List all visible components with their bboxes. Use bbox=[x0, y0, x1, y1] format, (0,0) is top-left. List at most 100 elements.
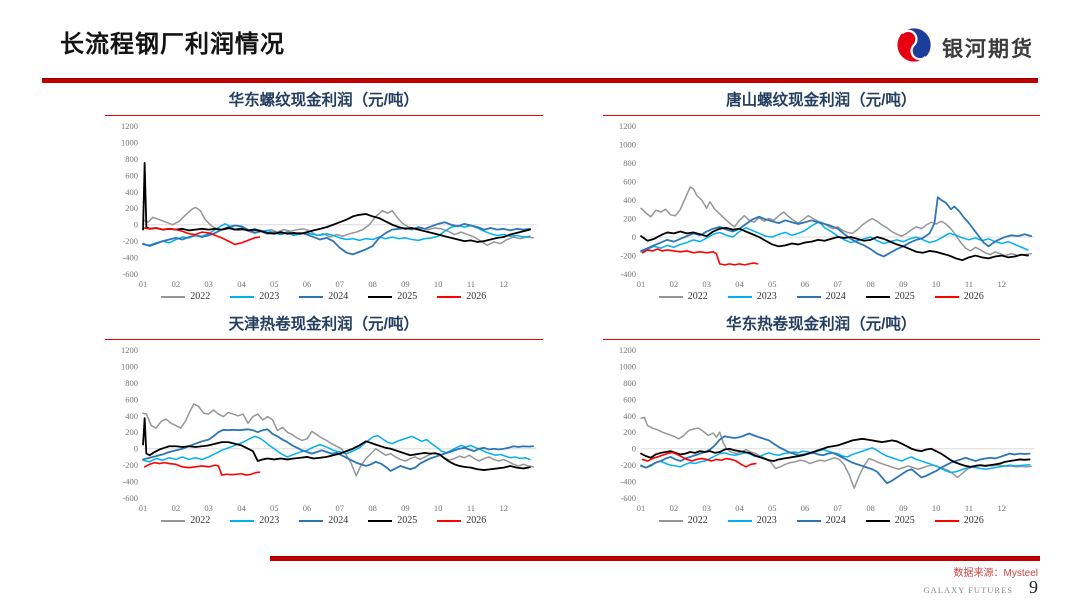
legend-item-2023: 2023 bbox=[727, 515, 777, 526]
legend-line-swatch bbox=[934, 519, 959, 522]
legend-line-swatch bbox=[658, 295, 683, 298]
svg-text:07: 07 bbox=[336, 279, 345, 289]
chart-title: 华东螺纹现金利润（元/吨） bbox=[105, 88, 543, 116]
svg-text:200: 200 bbox=[623, 214, 636, 224]
svg-text:05: 05 bbox=[270, 503, 279, 513]
chart-title: 天津热卷现金利润（元/吨） bbox=[105, 312, 543, 340]
legend-item-2022: 2022 bbox=[658, 291, 708, 302]
svg-text:600: 600 bbox=[623, 176, 636, 186]
svg-text:11: 11 bbox=[467, 503, 475, 513]
legend-item-2025: 2025 bbox=[368, 291, 417, 302]
svg-text:0: 0 bbox=[134, 220, 138, 230]
svg-text:10: 10 bbox=[931, 279, 940, 289]
legend-line-swatch bbox=[299, 295, 324, 298]
svg-text:05: 05 bbox=[767, 279, 776, 289]
chart-east-rebar: 华东螺纹现金利润（元/吨） 1200 1000 800 600 400 200 0 -200 -… bbox=[105, 88, 543, 302]
svg-text:800: 800 bbox=[125, 154, 138, 164]
svg-text:800: 800 bbox=[623, 378, 636, 388]
svg-text:02: 02 bbox=[669, 503, 678, 513]
svg-text:400: 400 bbox=[125, 187, 138, 197]
legend-line-swatch bbox=[796, 519, 821, 522]
svg-text:800: 800 bbox=[623, 158, 636, 168]
svg-text:1000: 1000 bbox=[121, 361, 138, 371]
svg-text:11: 11 bbox=[964, 279, 972, 289]
footer-brand-row: GALAXY FUTURES 9 bbox=[924, 577, 1038, 598]
svg-text:04: 04 bbox=[237, 279, 246, 289]
svg-text:09: 09 bbox=[401, 503, 410, 513]
svg-text:08: 08 bbox=[368, 503, 377, 513]
legend-line-swatch bbox=[437, 295, 462, 298]
svg-text:02: 02 bbox=[172, 503, 181, 513]
svg-text:06: 06 bbox=[303, 503, 312, 513]
legend-item-2023: 2023 bbox=[727, 291, 777, 302]
legend-line-swatch bbox=[161, 519, 186, 522]
legend-line-swatch bbox=[437, 519, 462, 522]
svg-text:800: 800 bbox=[125, 378, 138, 388]
svg-text:-400: -400 bbox=[122, 253, 138, 263]
legend-item-2025: 2025 bbox=[368, 515, 417, 526]
svg-text:-200: -200 bbox=[122, 460, 138, 470]
header-rule bbox=[42, 78, 1038, 83]
svg-text:07: 07 bbox=[833, 279, 842, 289]
svg-text:01: 01 bbox=[636, 279, 645, 289]
page-title: 长流程钢厂利润情况 bbox=[60, 31, 285, 58]
svg-text:1200: 1200 bbox=[619, 345, 636, 355]
chart-legend: 2022 2023 2024 2025 2026 bbox=[603, 515, 1041, 526]
svg-text:01: 01 bbox=[139, 279, 148, 289]
svg-text:1000: 1000 bbox=[619, 139, 636, 149]
legend-item-2025: 2025 bbox=[865, 291, 915, 302]
svg-text:400: 400 bbox=[623, 195, 636, 205]
legend-item-2023: 2023 bbox=[230, 515, 279, 526]
chart-east-hrc: 华东热卷现金利润（元/吨） 1200 1000 800 600 400 200 0 -200 -… bbox=[602, 312, 1041, 526]
svg-text:-400: -400 bbox=[122, 477, 138, 487]
legend-item-2024: 2024 bbox=[796, 291, 846, 302]
legend-item-2026: 2026 bbox=[934, 515, 984, 526]
svg-text:01: 01 bbox=[636, 503, 645, 513]
svg-text:06: 06 bbox=[800, 503, 809, 513]
svg-text:-400: -400 bbox=[620, 269, 636, 279]
legend-line-swatch bbox=[796, 295, 821, 298]
svg-text:03: 03 bbox=[702, 279, 711, 289]
svg-text:05: 05 bbox=[767, 503, 776, 513]
svg-text:02: 02 bbox=[172, 279, 181, 289]
legend-item-2022: 2022 bbox=[658, 515, 708, 526]
svg-text:1200: 1200 bbox=[121, 345, 138, 355]
svg-text:07: 07 bbox=[833, 503, 842, 513]
legend-line-swatch bbox=[230, 295, 255, 298]
svg-text:-200: -200 bbox=[122, 236, 138, 246]
logo-text: 银河期货 bbox=[942, 37, 1034, 61]
svg-text:400: 400 bbox=[125, 411, 138, 421]
svg-text:10: 10 bbox=[434, 279, 443, 289]
legend-line-swatch bbox=[368, 519, 393, 522]
svg-text:11: 11 bbox=[964, 503, 972, 513]
svg-text:08: 08 bbox=[866, 503, 875, 513]
svg-text:-600: -600 bbox=[122, 493, 138, 503]
legend-line-swatch bbox=[727, 519, 752, 522]
legend-line-swatch bbox=[865, 519, 890, 522]
svg-text:400: 400 bbox=[623, 411, 636, 421]
legend-line-swatch bbox=[727, 295, 752, 298]
svg-text:03: 03 bbox=[702, 503, 711, 513]
svg-text:05: 05 bbox=[270, 279, 279, 289]
chart-tangshan-rebar: 唐山螺纹现金利润（元/吨） 1200 1000 800 600 400 200 0 -200 -… bbox=[602, 88, 1041, 302]
svg-text:600: 600 bbox=[125, 170, 138, 180]
svg-text:600: 600 bbox=[125, 394, 138, 404]
svg-text:0: 0 bbox=[631, 232, 635, 242]
svg-text:09: 09 bbox=[899, 503, 908, 513]
legend-line-swatch bbox=[865, 295, 890, 298]
svg-text:03: 03 bbox=[204, 279, 213, 289]
chart-legend: 2022 2023 2024 2025 2026 bbox=[603, 291, 1041, 302]
svg-text:1000: 1000 bbox=[619, 361, 636, 371]
svg-text:200: 200 bbox=[125, 203, 138, 213]
svg-text:08: 08 bbox=[866, 279, 875, 289]
chart-title: 华东热卷现金利润（元/吨） bbox=[602, 312, 1040, 340]
svg-text:10: 10 bbox=[434, 503, 443, 513]
svg-text:03: 03 bbox=[204, 503, 213, 513]
legend-item-2022: 2022 bbox=[161, 291, 210, 302]
chart-legend: 2022 2023 2024 2025 2026 bbox=[105, 515, 543, 526]
svg-text:12: 12 bbox=[997, 279, 1006, 289]
legend-line-swatch bbox=[230, 519, 255, 522]
